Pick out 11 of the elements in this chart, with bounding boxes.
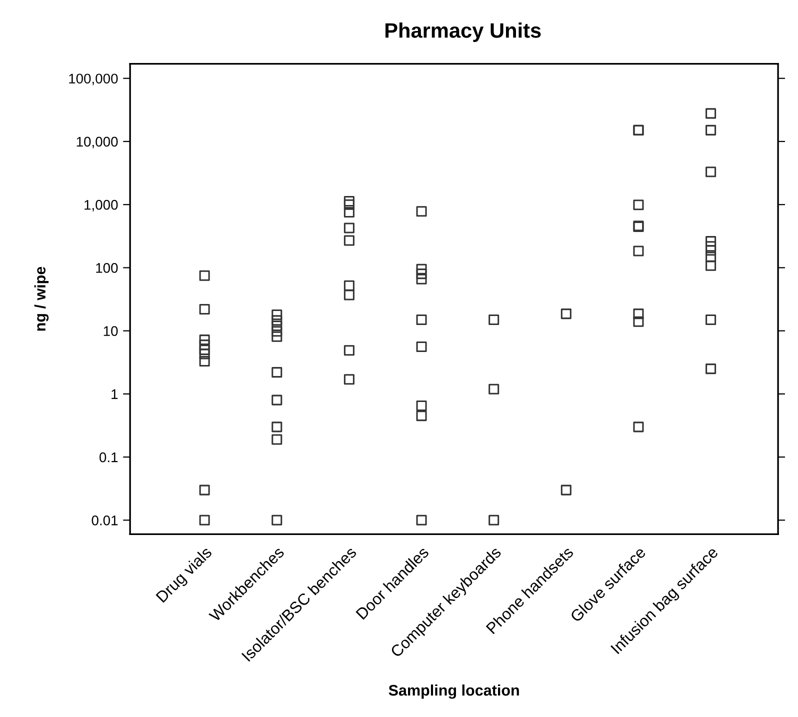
- y-axis-title: ng / wipe: [34, 266, 49, 331]
- x-axis-title: Sampling location: [388, 684, 519, 699]
- chart-title: Pharmacy Units: [386, 22, 541, 42]
- y-tick-label: 1: [112, 389, 118, 399]
- y-tick-label: 10: [104, 326, 118, 336]
- y-tick-label: 0.01: [92, 515, 118, 526]
- y-tick-label: 10,000: [76, 136, 118, 148]
- y-tick-label: 100,000: [69, 74, 118, 86]
- y-tick-label: 100: [96, 263, 118, 273]
- y-tick-label: 1,000: [84, 200, 118, 212]
- y-tick-label: 0.1: [100, 452, 118, 462]
